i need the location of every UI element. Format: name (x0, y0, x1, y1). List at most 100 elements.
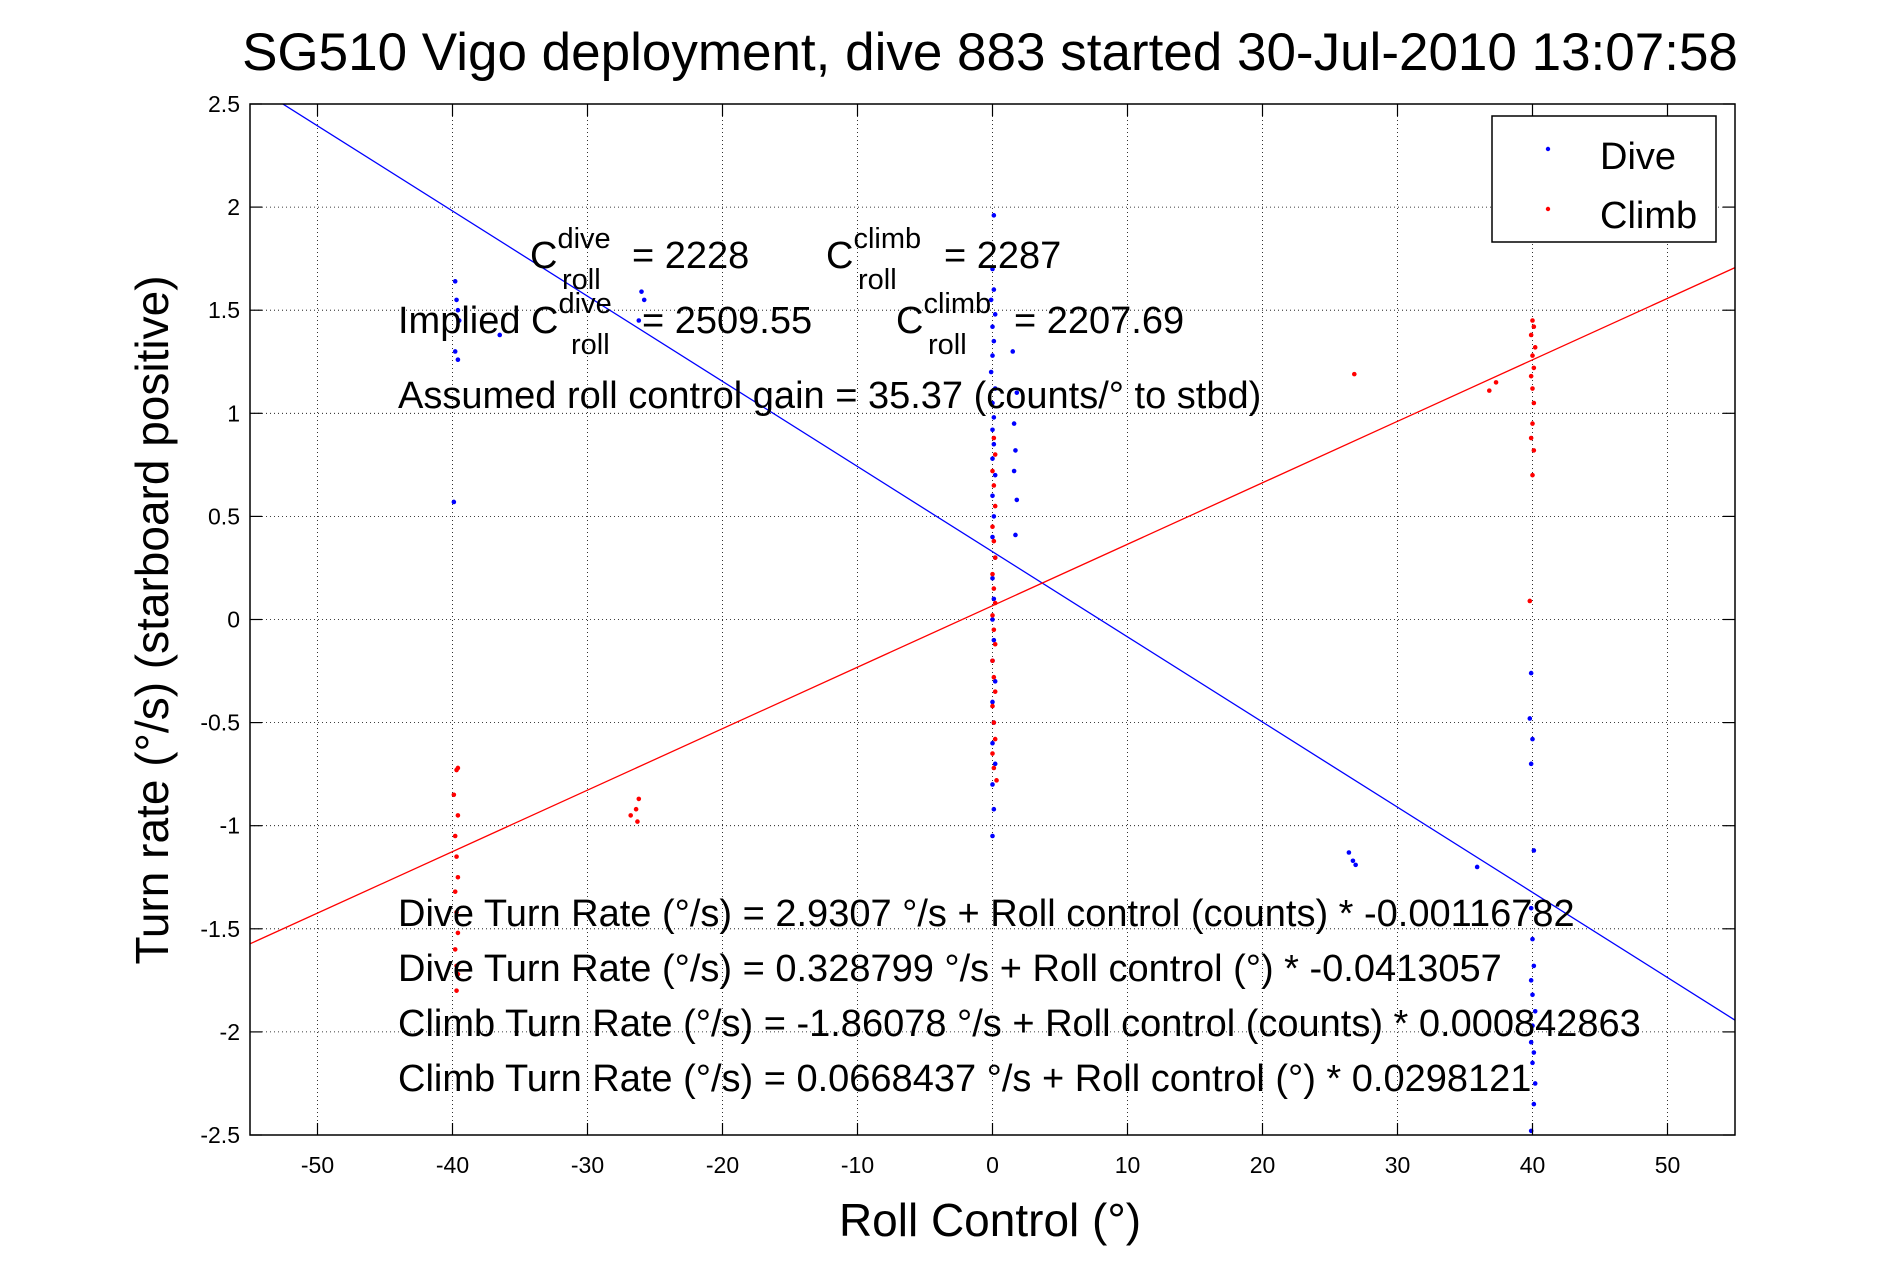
x-tick-label: 30 (1385, 1152, 1411, 1178)
data-point-climb (1528, 373, 1534, 379)
data-point-dive (1530, 992, 1535, 998)
data-point-dive (1532, 1008, 1538, 1014)
x-tick-label: -20 (706, 1152, 739, 1178)
data-point-climb (991, 435, 997, 441)
data-point-dive (991, 806, 997, 812)
data-point-climb (990, 751, 995, 756)
fit-line-dive (281, 104, 1735, 1021)
data-point-climb (454, 767, 459, 773)
annotation-c-climb: Cclimb roll= 2287 (826, 223, 1061, 296)
y-tick-label: -1.5 (200, 916, 240, 942)
legend: Dive Climb (1491, 115, 1717, 243)
data-point-dive (990, 266, 995, 272)
data-point-dive (1528, 670, 1534, 676)
legend-marker-dive (1545, 146, 1551, 152)
data-point-climb (451, 792, 457, 798)
y-tick-label: 1.5 (208, 297, 240, 323)
data-point-dive (1531, 848, 1537, 853)
data-point-dive (990, 833, 995, 839)
annotation-c-dive: Cdive roll= 2228 (530, 223, 749, 296)
data-point-dive (992, 472, 998, 478)
data-point-climb (990, 468, 995, 474)
data-point-climb (992, 503, 998, 509)
data-point-dive (1010, 349, 1016, 354)
data-point-climb (992, 641, 998, 647)
data-point-dive (991, 596, 997, 602)
data-point-dive (1346, 850, 1352, 855)
x-tick-label: -10 (841, 1152, 874, 1178)
data-point-climb (1531, 324, 1537, 329)
data-point-climb (991, 586, 997, 591)
data-point-dive (1011, 468, 1017, 474)
data-point-climb (992, 736, 998, 742)
data-point-dive (991, 637, 997, 643)
annotation-implied-climb: Cclimb roll= 2207.69 (896, 288, 1184, 361)
data-point-dive (452, 349, 458, 354)
annotation-gain: Assumed roll control gain = 35.37 (count… (398, 375, 1261, 417)
data-point-dive (1528, 1039, 1534, 1045)
y-tick-label: 2.5 (208, 91, 240, 117)
data-point-climb (452, 889, 458, 894)
data-point-dive (990, 740, 995, 746)
data-point-climb (991, 674, 997, 680)
data-point-dive (1530, 936, 1535, 942)
data-point-climb (992, 452, 998, 457)
data-point-dive (452, 279, 458, 284)
data-point-climb (990, 571, 995, 577)
data-point-dive (1528, 978, 1534, 983)
data-point-dive (991, 287, 997, 292)
data-point-climb (636, 796, 642, 802)
annotations: Cdive roll= 2228 Cclimb roll= 2287 Implied… (398, 223, 1641, 1100)
data-point-climb (1530, 386, 1535, 391)
data-point-dive (992, 386, 998, 391)
data-point-climb (1528, 435, 1534, 441)
data-point-dive (639, 289, 644, 294)
data-point-dive (991, 514, 997, 519)
data-point-climb (992, 600, 998, 606)
data-point-dive (990, 493, 995, 499)
data-point-climb (991, 720, 997, 725)
data-point-dive (1011, 421, 1017, 426)
data-point-dive (990, 456, 995, 461)
data-point-dive (990, 699, 995, 705)
data-point-climb (635, 819, 640, 824)
data-point-climb (992, 555, 998, 560)
data-point-dive (1531, 963, 1537, 969)
data-point-dive (1528, 905, 1534, 911)
data-point-climb (454, 963, 459, 969)
y-tick-label: -2.5 (200, 1122, 240, 1148)
data-point-climb (991, 627, 997, 633)
data-point-climb (454, 910, 459, 915)
legend-label-climb: Climb (1600, 195, 1697, 237)
y-tick-label: 0.5 (208, 503, 240, 529)
y-axis-label: Turn rate (°/s) (starboard positive) (126, 275, 178, 964)
y-tick-label: 2 (227, 194, 240, 220)
data-point-climb (1352, 371, 1357, 377)
data-point-climb (455, 930, 461, 936)
x-tick-label: 50 (1655, 1152, 1681, 1178)
data-point-dive (1530, 1023, 1535, 1029)
data-point-dive (1532, 1081, 1538, 1086)
data-point-dive (1350, 858, 1356, 864)
x-tick-label: 20 (1250, 1152, 1276, 1178)
data-point-dive (456, 318, 462, 323)
data-point-dive (497, 332, 503, 338)
data-point-dive (992, 679, 998, 684)
chart-title: SG510 Vigo deployment, dive 883 started … (242, 23, 1738, 82)
data-point-climb (994, 778, 999, 783)
data-point-climb (455, 813, 461, 818)
legend-marker-climb (1545, 206, 1551, 212)
data-point-dive (990, 575, 995, 581)
data-point-climb (992, 689, 998, 694)
data-point-dive (990, 427, 995, 433)
data-point-climb (455, 874, 461, 880)
data-point-climb (991, 538, 997, 544)
equation-dive-counts: Dive Turn Rate (°/s) = 2.9307 °/s + Roll… (398, 893, 1575, 935)
legend-label-dive: Dive (1600, 136, 1676, 178)
equation-climb-degrees: Climb Turn Rate (°/s) = 0.0668437 °/s + … (398, 1058, 1531, 1100)
data-point-dive (1530, 736, 1535, 742)
y-tick-label: -2 (220, 1019, 240, 1045)
y-tick-label: -1 (220, 813, 240, 839)
data-points (451, 213, 1538, 1134)
